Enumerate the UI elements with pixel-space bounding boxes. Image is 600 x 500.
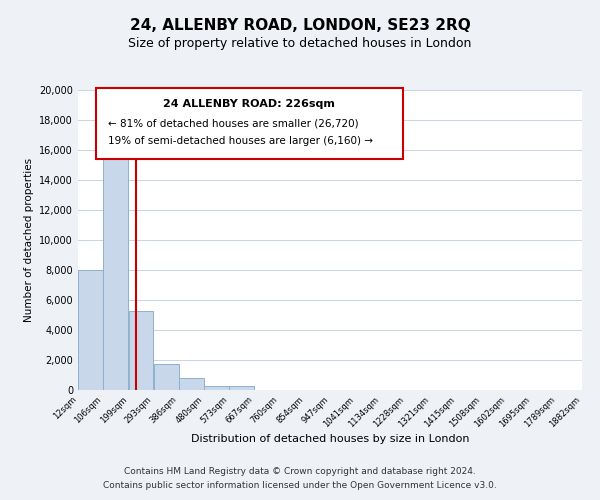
Bar [229,386,254,390]
Text: 19% of semi-detached houses are larger (6,160) →: 19% of semi-detached houses are larger (… [108,136,373,146]
Text: 24, ALLENBY ROAD, LONDON, SE23 2RQ: 24, ALLENBY ROAD, LONDON, SE23 2RQ [130,18,470,32]
Y-axis label: Number of detached properties: Number of detached properties [24,158,34,322]
Text: Size of property relative to detached houses in London: Size of property relative to detached ho… [128,36,472,50]
Text: Contains public sector information licensed under the Open Government Licence v3: Contains public sector information licen… [103,481,497,490]
Bar [179,378,204,390]
Text: ← 81% of detached houses are smaller (26,720): ← 81% of detached houses are smaller (26… [108,118,359,128]
Bar [103,141,128,390]
Text: 24 ALLENBY ROAD: 226sqm: 24 ALLENBY ROAD: 226sqm [163,99,335,109]
X-axis label: Distribution of detached houses by size in London: Distribution of detached houses by size … [191,434,469,444]
Text: Contains HM Land Registry data © Crown copyright and database right 2024.: Contains HM Land Registry data © Crown c… [124,467,476,476]
FancyBboxPatch shape [95,88,403,159]
Bar [78,270,103,390]
Bar [204,386,229,390]
Bar [128,310,154,390]
Bar [154,364,179,390]
